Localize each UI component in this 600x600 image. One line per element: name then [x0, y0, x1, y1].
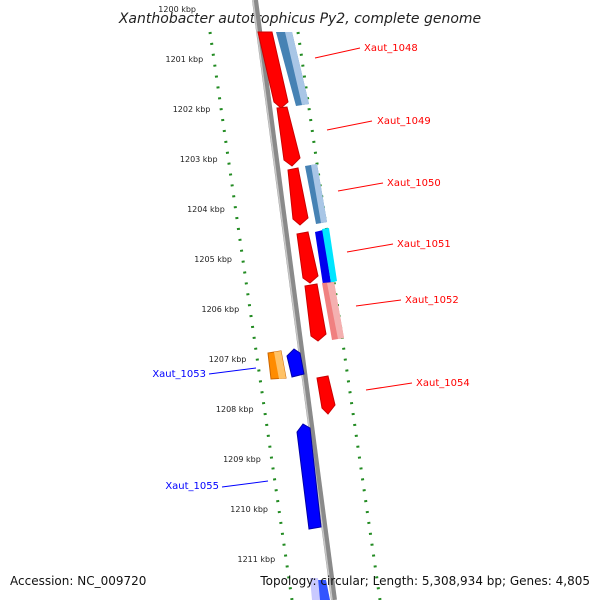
- kbp-tick-label: 1209 kbp: [223, 455, 261, 464]
- kbp-tick-label: 1205 kbp: [194, 255, 232, 264]
- gene-label-xaut-1052[interactable]: Xaut_1052: [405, 295, 459, 306]
- gene-label-xaut-1049[interactable]: Xaut_1049: [377, 116, 431, 127]
- gene-xaut-1051c[interactable]: [322, 228, 337, 283]
- genome-summary-text: Topology: circular; Length: 5,308,934 bp…: [260, 574, 590, 588]
- forward-strand-genes: [257, 31, 336, 415]
- gene-xaut-1048[interactable]: [257, 31, 289, 109]
- kbp-tick-label: 1206 kbp: [201, 305, 239, 314]
- gene-label-xaut-1050[interactable]: Xaut_1050: [387, 178, 441, 189]
- gene-label-xaut-1054[interactable]: Xaut_1054: [416, 378, 470, 389]
- gene-label-xaut-1048[interactable]: Xaut_1048: [364, 43, 418, 54]
- second-track-genes: [276, 32, 344, 600]
- map-title: Xanthobacter autotrophicus Py2, complete…: [118, 11, 481, 27]
- gene-xaut-1053b[interactable]: [286, 348, 305, 378]
- gene-xaut-1049[interactable]: [276, 106, 301, 167]
- reverse-strand-genes: [267, 348, 322, 530]
- kbp-tick-label: 1208 kbp: [216, 405, 254, 414]
- kbp-tick-label: 1201 kbp: [165, 55, 203, 64]
- gene-label-layer: Xaut_1048 Xaut_1049 Xaut_1050 Xaut_1051 …: [152, 43, 469, 492]
- gene-xaut-1052a[interactable]: [304, 283, 327, 342]
- kbp-tick-label: 1207 kbp: [209, 355, 247, 364]
- gene-label-xaut-1055[interactable]: Xaut_1055: [165, 481, 219, 492]
- gene-xaut-1054[interactable]: [316, 375, 336, 415]
- genome-backbone: [252, 0, 337, 600]
- kbp-tick-label: 1204 kbp: [187, 205, 225, 214]
- gene-xaut-1055[interactable]: [296, 423, 322, 530]
- tick-track-left: [208, 31, 294, 600]
- gene-xaut-1050[interactable]: [287, 167, 309, 226]
- gene-label-xaut-1053[interactable]: Xaut_1053: [152, 369, 206, 380]
- kbp-tick-label: 1200 kbp: [158, 5, 196, 14]
- gene-xaut-1051b[interactable]: [315, 230, 331, 285]
- kbp-scale: 1200 kbp 1201 kbp 1202 kbp 1203 kbp 1204 kbp…: [158, 5, 275, 564]
- kbp-tick-label: 1202 kbp: [173, 105, 211, 114]
- gene-label-xaut-1051[interactable]: Xaut_1051: [397, 239, 451, 250]
- kbp-tick-label: 1211 kbp: [237, 555, 275, 564]
- accession-text: Accession: NC_009720: [10, 574, 147, 588]
- kbp-tick-label: 1203 kbp: [180, 155, 218, 164]
- gene-xaut-1051a[interactable]: [296, 231, 319, 284]
- kbp-tick-label: 1210 kbp: [230, 505, 268, 514]
